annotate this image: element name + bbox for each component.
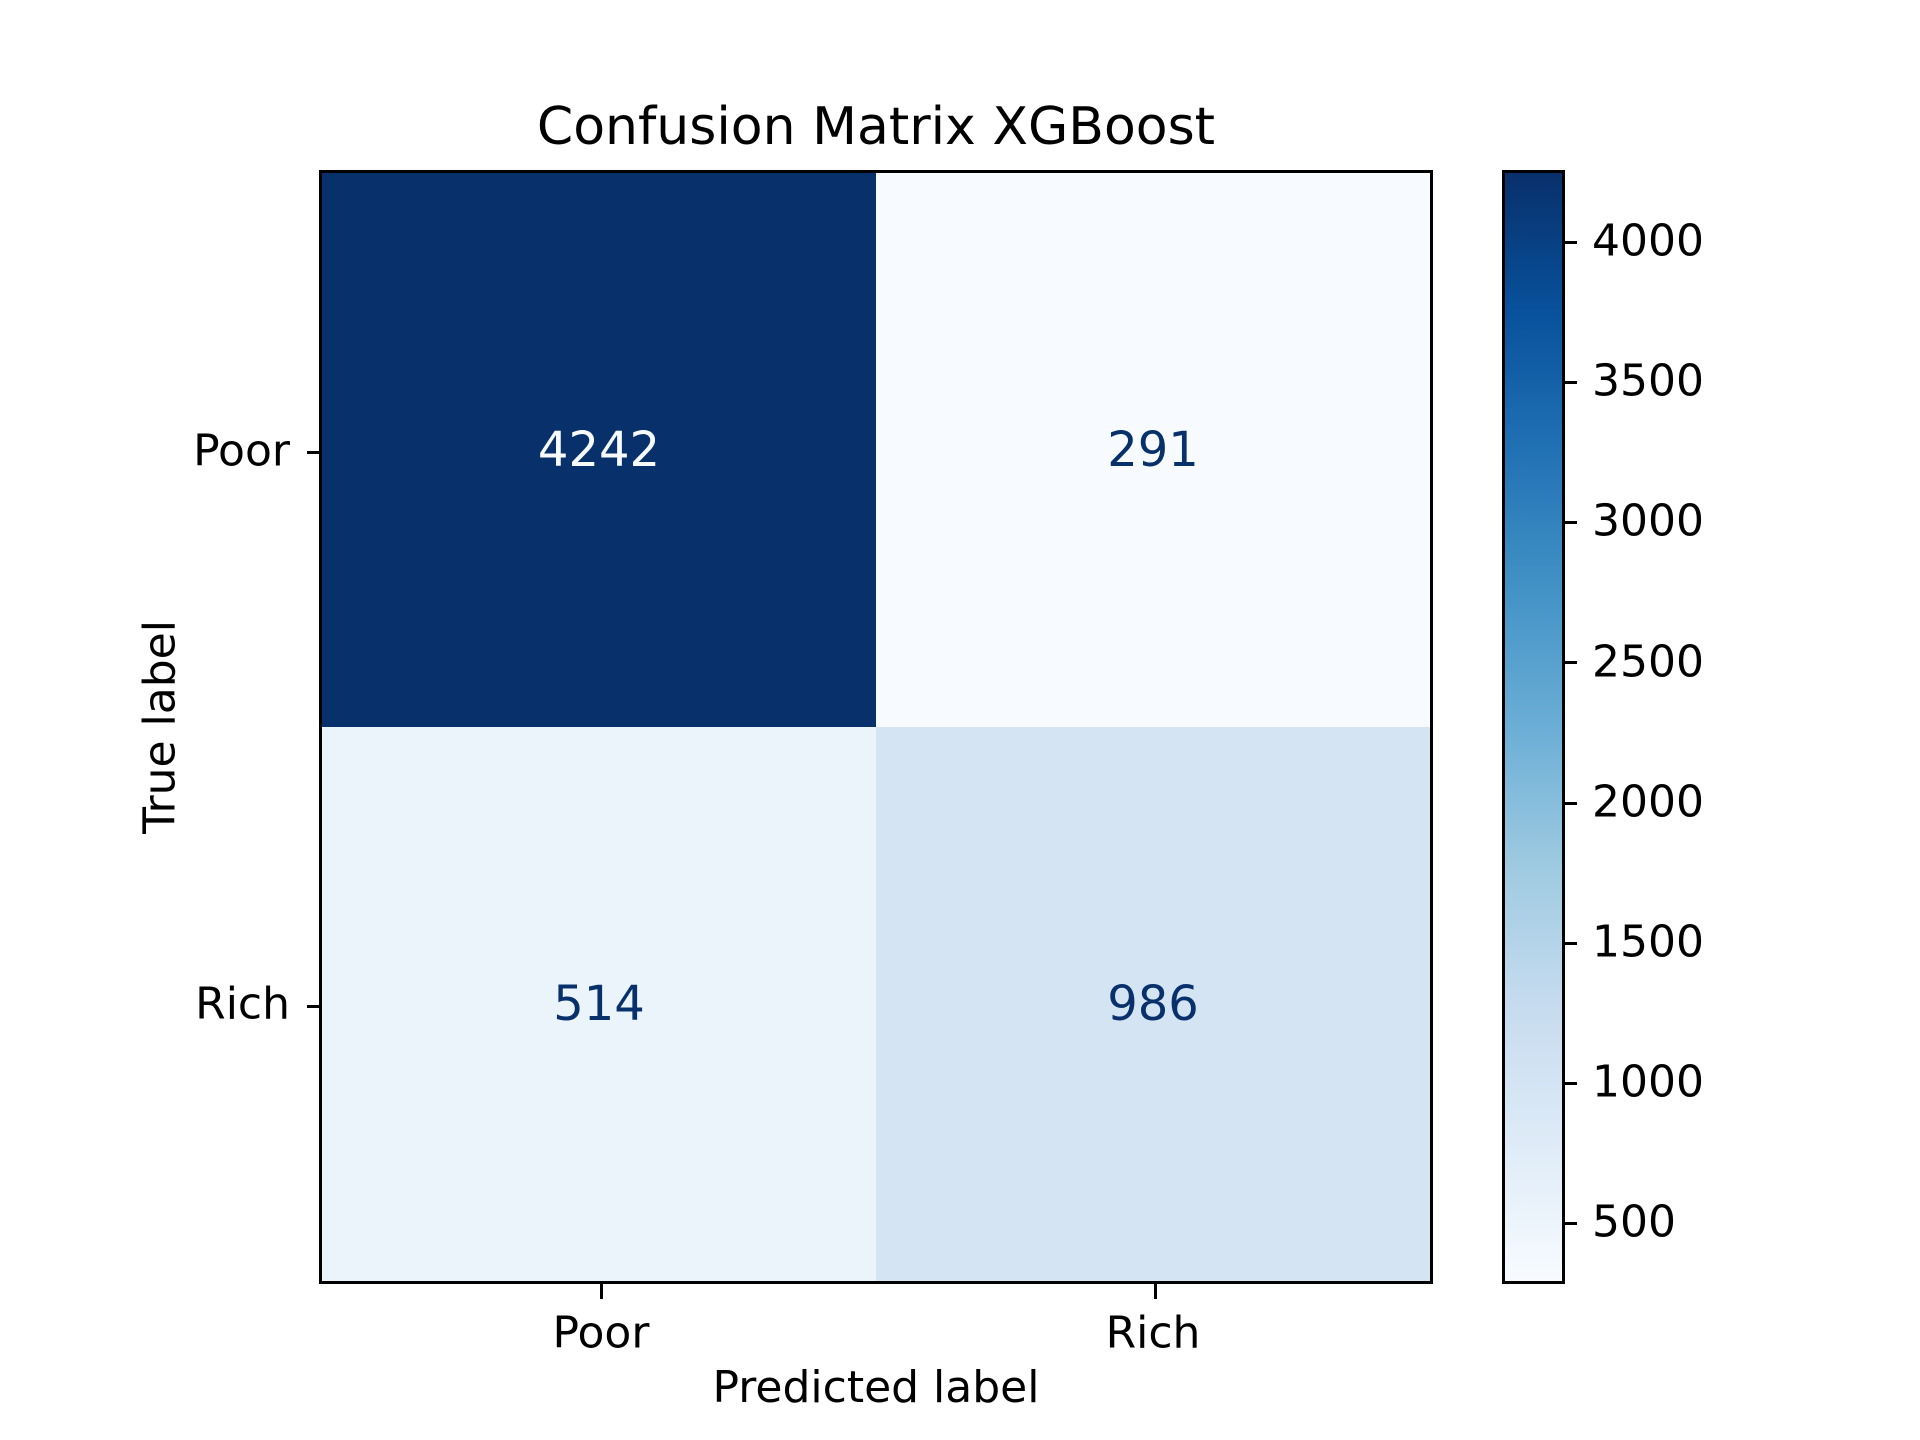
confusion-matrix-plot-area: 4242 291 514 986 [307,170,1433,1299]
y-axis-label: True label [134,620,186,834]
colorbar-tick-3500 [1562,381,1577,384]
y-tick-label-poor: Poor [193,425,290,477]
colorbar-label-500: 500 [1592,1196,1676,1248]
colorbar-tick-1500 [1562,942,1577,945]
cell-true-rich-pred-poor: 514 [322,727,876,1281]
cell-true-poor-pred-rich: 291 [876,173,1430,727]
colorbar-tick-4000 [1562,241,1577,244]
chart-title: Confusion Matrix XGBoost [536,97,1216,157]
colorbar-label-1500: 1500 [1592,916,1704,968]
colorbar-tick-500 [1562,1222,1577,1225]
heatmap-grid: 4242 291 514 986 [322,173,1430,1281]
x-tick-mark-rich [1154,1284,1157,1299]
cell-true-poor-pred-poor: 4242 [322,173,876,727]
colorbar [1502,170,1577,1284]
x-tick-mark-poor [600,1284,603,1299]
colorbar-label-2500: 2500 [1592,636,1704,688]
y-tick-label-rich: Rich [195,978,290,1030]
colorbar-tick-2500 [1562,661,1577,664]
colorbar-tick-1000 [1562,1082,1577,1085]
colorbar-label-3500: 3500 [1592,355,1704,407]
y-tick-mark-rich [307,1005,322,1008]
y-tick-mark-poor [307,451,322,454]
cell-true-rich-pred-rich: 986 [876,727,1430,1281]
x-tick-label-poor: Poor [552,1307,650,1359]
colorbar-label-4000: 4000 [1592,215,1704,267]
x-tick-label-rich: Rich [1105,1307,1201,1359]
colorbar-label-2000: 2000 [1592,776,1704,828]
colorbar-tick-3000 [1562,521,1577,524]
x-axis-label: Predicted label [712,1362,1040,1413]
colorbar-label-3000: 3000 [1592,495,1704,547]
colorbar-tick-2000 [1562,802,1577,805]
colorbar-label-1000: 1000 [1592,1056,1704,1108]
